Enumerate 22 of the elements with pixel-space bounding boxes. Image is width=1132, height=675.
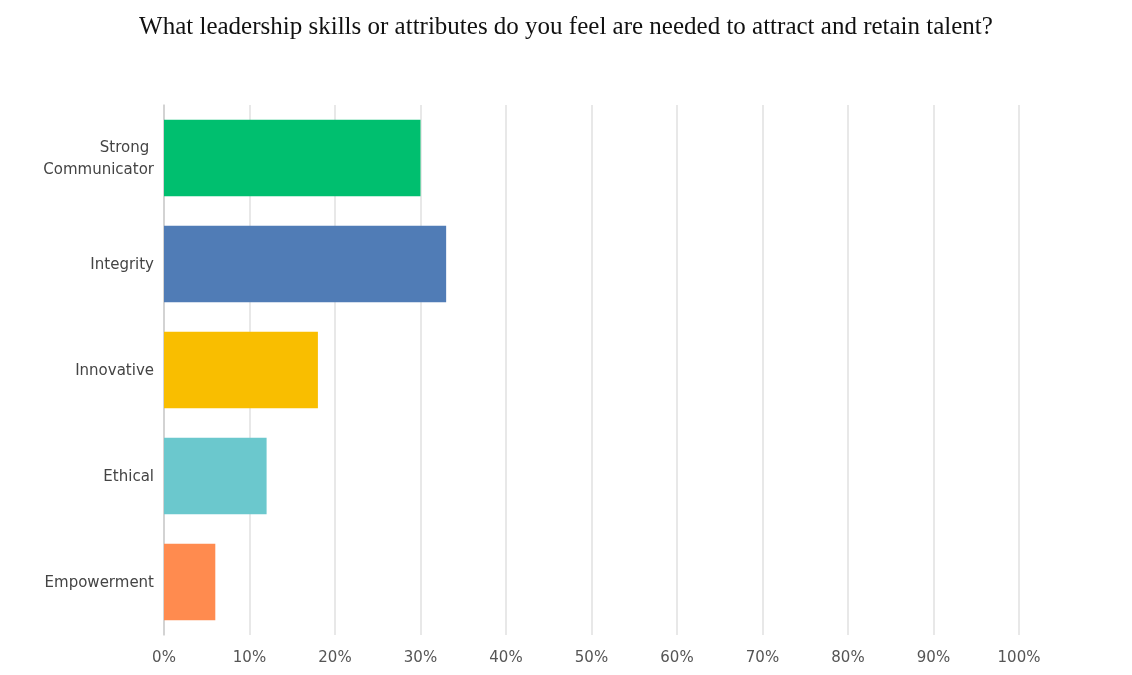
x-tick-label: 70% [745,647,780,666]
bar [164,225,447,303]
y-tick-label: Ethical [103,467,154,485]
x-tick-label: 60% [660,647,694,666]
x-tick-label: 50% [574,647,609,666]
y-tick-label: Empowerment [44,573,155,591]
bar [164,437,267,515]
y-tick-label: Strong Communicator [43,138,155,178]
x-tick-label: 10% [232,647,267,666]
x-tick-label: 100% [997,647,1041,666]
chart-title: What leadership skills or attributes do you feel are needed to attract and retain talent? [139,12,993,39]
x-tick-label: 80% [831,647,865,666]
x-tick-label: 40% [489,647,523,666]
x-tick-label: 20% [318,647,352,666]
bar [164,119,421,197]
bar [164,543,216,621]
x-tick-label: 90% [916,647,951,666]
y-tick-label: Integrity [90,255,155,273]
bar [164,331,318,409]
x-tick-label: 30% [403,647,438,666]
y-tick-label: Innovative [75,361,154,379]
x-tick-label: 0% [152,647,176,666]
